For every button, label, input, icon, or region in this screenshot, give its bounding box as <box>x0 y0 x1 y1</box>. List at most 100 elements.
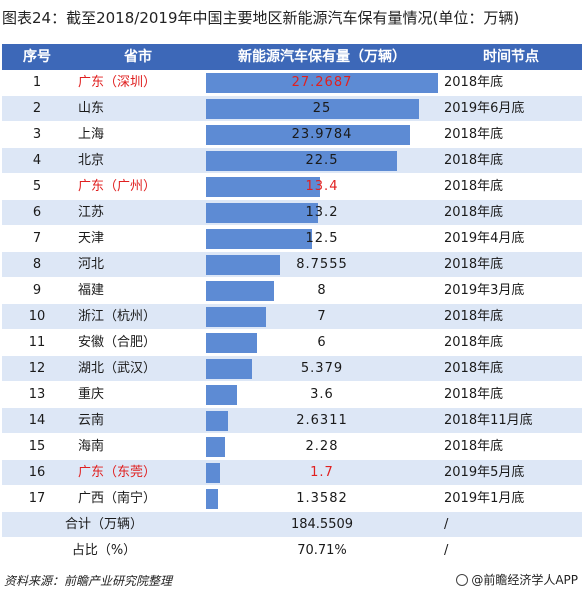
province-cell: 广东（东莞） <box>78 465 157 480</box>
time-cell: 2018年底 <box>444 127 504 142</box>
bar <box>206 151 397 171</box>
time-cell: 2018年底 <box>444 387 504 402</box>
total-time: / <box>444 517 449 532</box>
time-cell: 2018年底 <box>444 257 504 272</box>
time-cell: 2019年6月底 <box>444 101 525 116</box>
bar <box>206 125 410 145</box>
data-label: 5.379 <box>300 361 344 376</box>
bar <box>206 229 312 249</box>
source-note: 资料来源：前瞻产业研究院整理 <box>4 574 173 588</box>
time-cell: 2018年底 <box>444 75 504 90</box>
rank-cell: 3 <box>32 127 42 142</box>
bar <box>206 307 266 327</box>
data-label: 2.6311 <box>296 413 348 428</box>
province-cell: 海南 <box>78 439 105 454</box>
total-value: 184.5509 <box>290 517 354 532</box>
rank-cell: 15 <box>28 439 46 454</box>
rank-cell: 7 <box>32 231 42 246</box>
province-cell: 广西（南宁） <box>78 491 157 506</box>
time-cell: 2018年底 <box>444 179 504 194</box>
rank-cell: 8 <box>32 257 42 272</box>
data-label: 25 <box>312 101 332 116</box>
value-cell: 1.7 <box>206 460 438 486</box>
time-cell: 2018年底 <box>444 335 504 350</box>
table-row: 7 天津 12.5 2019年4月底 <box>2 226 582 252</box>
credit-text: @前瞻经济学人APP <box>471 573 578 587</box>
header-value: 新能源汽车保有量（万辆） <box>238 49 406 65</box>
total-label: 合计（万辆） <box>64 517 143 532</box>
data-label: 6 <box>317 335 327 350</box>
rank-cell: 13 <box>28 387 46 402</box>
time-cell: 2018年底 <box>444 153 504 168</box>
rank-cell: 16 <box>28 465 46 480</box>
share-label: 占比（%） <box>71 543 137 558</box>
table-row: 8 河北 8.7555 2018年底 <box>2 252 582 278</box>
province-cell: 福建 <box>78 283 105 298</box>
data-label: 13.4 <box>305 179 339 194</box>
rank-cell: 1 <box>32 75 42 90</box>
rank-cell: 6 <box>32 205 42 220</box>
value-cell: 25 <box>206 96 438 122</box>
province-cell: 天津 <box>78 231 105 246</box>
total-row: 合计（万辆） 184.5509 / <box>2 512 582 538</box>
bar <box>206 99 419 119</box>
bar <box>206 177 320 197</box>
province-cell: 湖北（武汉） <box>78 361 157 376</box>
province-cell: 上海 <box>78 127 105 142</box>
time-cell: 2018年底 <box>444 309 504 324</box>
time-cell: 2018年底 <box>444 205 504 220</box>
value-cell: 23.9784 <box>206 122 438 148</box>
rank-cell: 17 <box>28 491 46 506</box>
table-header: 序号 省市 新能源汽车保有量（万辆） 时间节点 <box>2 44 582 70</box>
time-cell: 2019年1月底 <box>444 491 525 506</box>
bar <box>206 463 220 483</box>
data-label: 1.3582 <box>296 491 348 506</box>
time-cell: 2019年4月底 <box>444 231 525 246</box>
data-table: 序号 省市 新能源汽车保有量（万辆） 时间节点 1 广东（深圳） 27.2687 20… <box>2 44 582 564</box>
table-row: 13 重庆 3.6 2018年底 <box>2 382 582 408</box>
bar <box>206 359 252 379</box>
rank-cell: 11 <box>28 335 46 350</box>
bar <box>206 437 225 457</box>
table-row: 3 上海 23.9784 2018年底 <box>2 122 582 148</box>
bar <box>206 411 228 431</box>
value-cell: 7 <box>206 304 438 330</box>
value-cell: 2.6311 <box>206 408 438 434</box>
bar <box>206 281 274 301</box>
table-row: 15 海南 2.28 2018年底 <box>2 434 582 460</box>
value-cell: 1.3582 <box>206 486 438 512</box>
bar <box>206 255 280 275</box>
header-time: 时间节点 <box>483 49 539 65</box>
table-row: 1 广东（深圳） 27.2687 2018年底 <box>2 70 582 96</box>
rank-cell: 12 <box>28 361 46 376</box>
time-cell: 2018年底 <box>444 361 504 376</box>
value-cell: 13.2 <box>206 200 438 226</box>
data-label: 3.6 <box>310 387 334 402</box>
data-label: 13.2 <box>305 205 339 220</box>
value-cell: 22.5 <box>206 148 438 174</box>
province-cell: 云南 <box>78 413 105 428</box>
province-cell: 广东（广州） <box>78 179 157 194</box>
value-cell: 12.5 <box>206 226 438 252</box>
data-label: 1.7 <box>310 465 334 480</box>
value-cell: 13.4 <box>206 174 438 200</box>
rank-cell: 9 <box>32 283 42 298</box>
table-row: 17 广西（南宁） 1.3582 2019年1月底 <box>2 486 582 512</box>
table-row: 14 云南 2.6311 2018年11月底 <box>2 408 582 434</box>
time-cell: 2019年5月底 <box>444 465 525 480</box>
brand-logo-icon <box>456 574 469 586</box>
header-rank: 序号 <box>23 49 51 65</box>
table-row: 12 湖北（武汉） 5.379 2018年底 <box>2 356 582 382</box>
province-cell: 北京 <box>78 153 105 168</box>
data-label: 7 <box>317 309 327 324</box>
bar <box>206 73 438 93</box>
value-cell: 3.6 <box>206 382 438 408</box>
province-cell: 河北 <box>78 257 105 272</box>
time-cell: 2018年底 <box>444 439 504 454</box>
table-row: 16 广东（东莞） 1.7 2019年5月底 <box>2 460 582 486</box>
table-row: 10 浙江（杭州） 7 2018年底 <box>2 304 582 330</box>
value-cell: 8 <box>206 278 438 304</box>
value-cell: 27.2687 <box>206 70 438 96</box>
rank-cell: 5 <box>32 179 42 194</box>
table-row: 5 广东（广州） 13.4 2018年底 <box>2 174 582 200</box>
